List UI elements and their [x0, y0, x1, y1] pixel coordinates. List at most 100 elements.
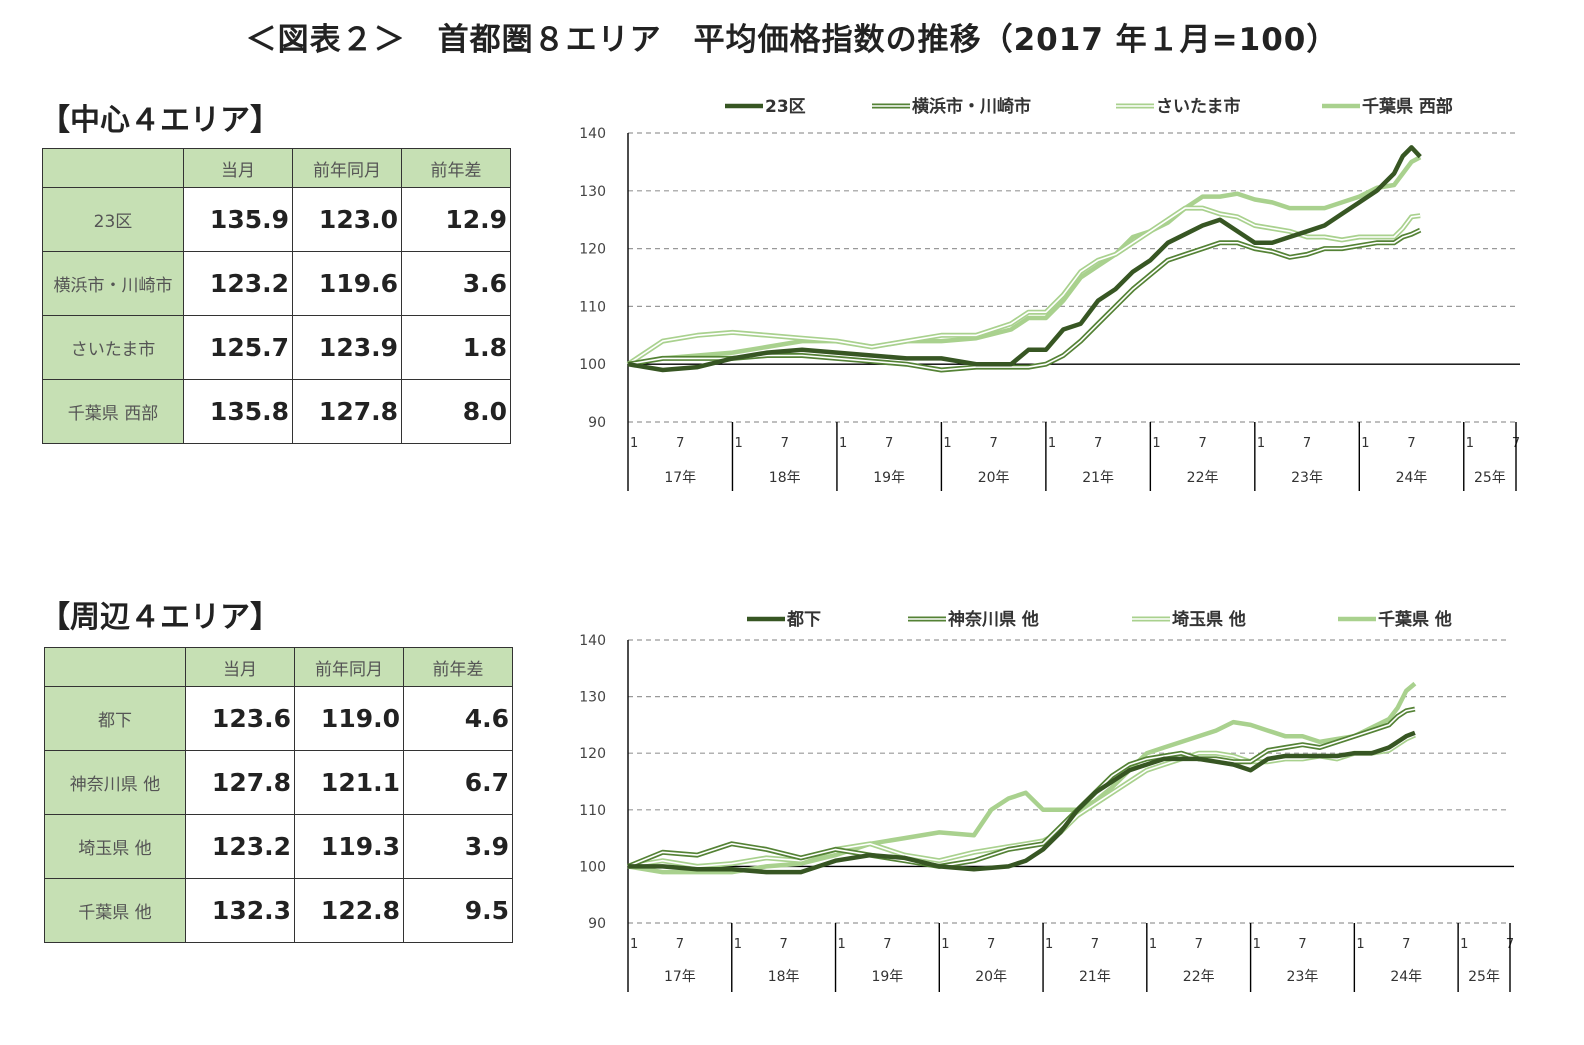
table-row: 横浜市・川崎市 123.2 119.6 3.6 — [42, 251, 511, 316]
x-month-tick-label: 1 — [630, 937, 638, 952]
x-year-label: 19年 — [871, 969, 903, 985]
series-line-peripheral-1-inner — [627, 708, 1416, 868]
x-month-tick-label: 1 — [1361, 436, 1369, 451]
x-month-tick-label: 7 — [1402, 937, 1410, 952]
y-tick-label: 120 — [579, 746, 606, 762]
x-month-tick-label: 1 — [1460, 937, 1468, 952]
legend-label: 23区 — [765, 97, 806, 117]
section-title-central: 【中心４エリア】 — [40, 103, 280, 138]
y-tick-label: 110 — [579, 803, 606, 819]
x-month-tick-label: 7 — [1195, 937, 1203, 952]
x-month-tick-label: 7 — [676, 436, 684, 451]
row-area-label: 23区 — [42, 187, 184, 252]
row-diff-value: 3.9 — [403, 814, 513, 879]
series-line-peripheral-3 — [627, 681, 1417, 875]
x-month-tick-label: 7 — [885, 436, 893, 451]
legend-label: 千葉県 他 — [1378, 609, 1452, 630]
table-row: 都下 123.6 119.0 4.6 — [44, 686, 513, 751]
x-month-tick-label: 1 — [1356, 937, 1364, 952]
table-header-diff: 前年差 — [403, 647, 513, 687]
row-area-label: さいたま市 — [42, 315, 184, 380]
table-header-row: 当月 前年同月 前年差 — [42, 148, 511, 188]
table-row: 千葉県 他 132.3 122.8 9.5 — [44, 878, 513, 943]
legend-label: 神奈川県 他 — [948, 609, 1039, 630]
row-prev-year-value: 119.6 — [292, 251, 402, 316]
x-year-label: 20年 — [975, 969, 1007, 985]
x-month-tick-label: 7 — [1298, 937, 1306, 952]
row-diff-value: 12.9 — [401, 187, 511, 252]
table-header-diff: 前年差 — [401, 148, 511, 188]
x-year-label: 24年 — [1396, 470, 1428, 486]
row-current-value: 135.9 — [183, 187, 293, 252]
row-diff-value: 1.8 — [401, 315, 511, 380]
row-current-value: 123.2 — [183, 251, 293, 316]
x-month-tick-label: 7 — [987, 937, 995, 952]
central-areas-line-chart: 90 100 110 120 130 140 1 7 17年 1 7 18年 1 7 19年 1 7 20年 1 7 2… — [579, 96, 1520, 491]
row-prev-year-value: 127.8 — [292, 379, 402, 444]
series-line-peripheral-0 — [628, 730, 1416, 875]
x-year-label: 25年 — [1468, 969, 1500, 985]
table-row: さいたま市 125.7 123.9 1.8 — [42, 315, 511, 380]
x-year-label: 20年 — [978, 470, 1010, 486]
y-tick-label: 120 — [579, 242, 606, 258]
row-area-label: 千葉県 西部 — [42, 379, 184, 444]
x-month-tick-label: 7 — [1407, 436, 1415, 451]
section-title-peripheral: 【周辺４エリア】 — [40, 600, 280, 635]
y-tick-label: 100 — [579, 859, 606, 875]
x-month-tick-label: 1 — [839, 436, 847, 451]
table-row: 23区 135.9 123.0 12.9 — [42, 187, 511, 252]
legend-label: 千葉県 西部 — [1362, 96, 1453, 117]
table-header-current: 当月 — [183, 148, 293, 188]
series-line-central-1-inner — [627, 229, 1421, 371]
legend-label: さいたま市 — [1156, 96, 1241, 117]
row-prev-year-value: 119.3 — [294, 814, 404, 879]
x-month-tick-label: 1 — [630, 436, 638, 451]
row-prev-year-value: 123.9 — [292, 315, 402, 380]
y-tick-label: 130 — [579, 184, 606, 200]
row-current-value: 123.2 — [185, 814, 295, 879]
row-area-label: 千葉県 他 — [44, 878, 186, 943]
row-area-label: 都下 — [44, 686, 186, 751]
row-diff-value: 3.6 — [401, 251, 511, 316]
x-month-tick-label: 7 — [780, 937, 788, 952]
x-month-tick-label: 1 — [1149, 937, 1157, 952]
x-month-tick-label: 1 — [1048, 436, 1056, 451]
y-tick-label: 100 — [579, 357, 606, 373]
peripheral-stats-table: 当月 前年同月 前年差 都下 123.6 119.0 4.6 神奈川県 他 12… — [44, 647, 513, 943]
x-month-tick-label: 1 — [1253, 937, 1261, 952]
x-month-tick-label: 1 — [941, 937, 949, 952]
peripheral-areas-line-chart: 90 100 110 120 130 140 1 7 17年 1 7 18年 1 7 19年 1 7 20年 1 7 2… — [579, 609, 1514, 992]
row-prev-year-value: 121.1 — [294, 750, 404, 815]
x-month-tick-label: 1 — [838, 937, 846, 952]
legend-label: 都下 — [786, 609, 821, 630]
x-year-label: 23年 — [1291, 470, 1323, 486]
x-month-tick-label: 7 — [781, 436, 789, 451]
x-month-tick-label: 1 — [1152, 436, 1160, 451]
table-header-blank — [44, 647, 186, 687]
table-row: 神奈川県 他 127.8 121.1 6.7 — [44, 750, 513, 815]
row-current-value: 135.8 — [183, 379, 293, 444]
x-month-tick-label: 7 — [676, 937, 684, 952]
row-diff-value: 4.6 — [403, 686, 513, 751]
row-area-label: 埼玉県 他 — [44, 814, 186, 879]
y-tick-label: 140 — [579, 633, 606, 649]
main-title: ＜図表２＞ 首都圏８エリア 平均価格指数の推移（2017 年１月=100） — [245, 22, 1339, 58]
x-month-tick-label: 7 — [1303, 436, 1311, 451]
x-year-label: 17年 — [664, 470, 696, 486]
y-tick-label: 110 — [579, 299, 606, 315]
x-year-label: 23年 — [1287, 969, 1319, 985]
x-month-tick-label: 1 — [943, 436, 951, 451]
x-year-label: 18年 — [768, 969, 800, 985]
row-current-value: 132.3 — [185, 878, 295, 943]
x-year-label: 18年 — [769, 470, 801, 486]
x-month-tick-label: 1 — [1045, 937, 1053, 952]
row-diff-value: 9.5 — [403, 878, 513, 943]
x-year-label: 22年 — [1183, 969, 1215, 985]
x-month-tick-label: 7 — [990, 436, 998, 451]
x-month-tick-label: 7 — [1198, 436, 1206, 451]
row-area-label: 神奈川県 他 — [44, 750, 186, 815]
x-month-tick-label: 1 — [1257, 436, 1265, 451]
row-current-value: 123.6 — [185, 686, 295, 751]
legend-label: 埼玉県 他 — [1172, 609, 1246, 630]
series-line-central-0 — [627, 145, 1422, 373]
